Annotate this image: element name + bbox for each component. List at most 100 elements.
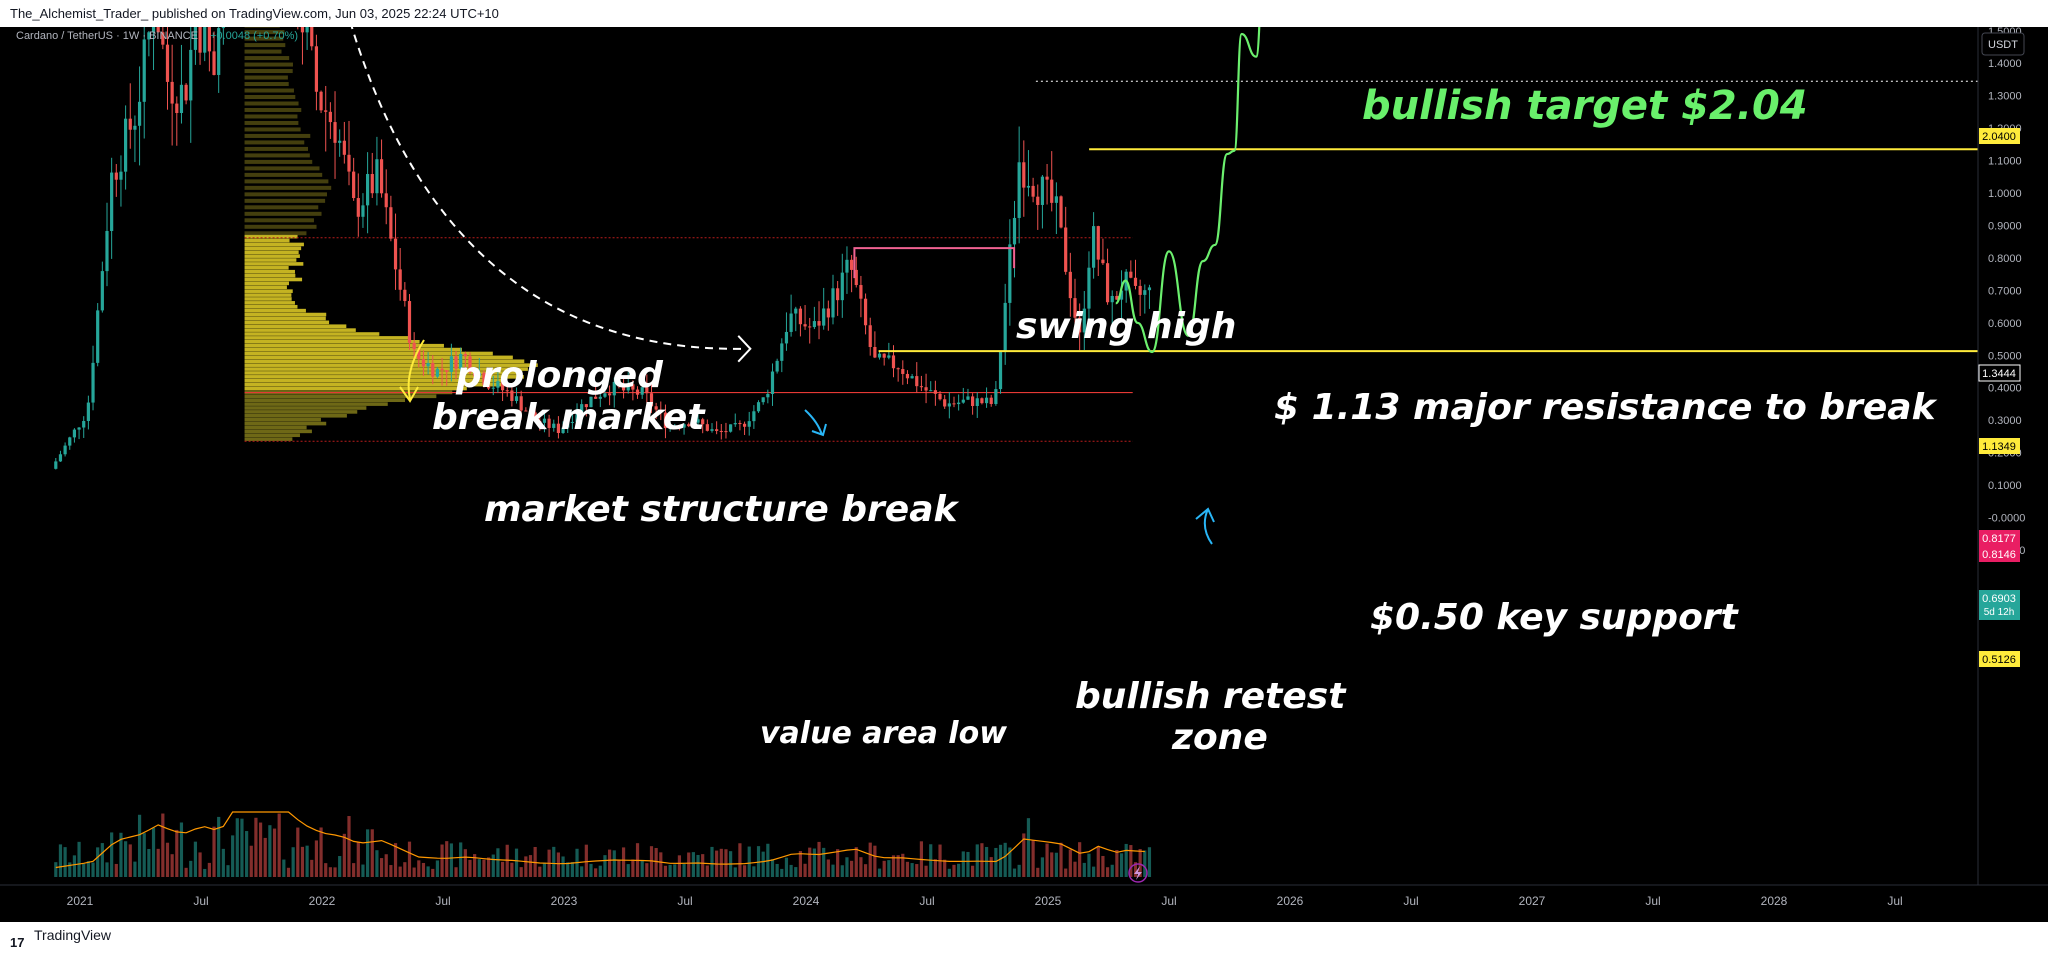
- volume-profile-bar: [244, 231, 307, 236]
- candle-body: [366, 174, 370, 206]
- volume-bar: [794, 867, 798, 877]
- currency-button[interactable]: [1981, 32, 2025, 56]
- candle-body: [1133, 277, 1138, 286]
- volume-profile-bar: [244, 254, 300, 258]
- candle-body: [603, 393, 607, 397]
- lightning-icon[interactable]: [1128, 863, 1148, 883]
- volume-bar: [701, 854, 705, 877]
- chart-svg[interactable]: Cardano / TetherUS · 1W · BINANCE +0.004…: [0, 27, 2048, 922]
- volume-profile-bar: [244, 56, 290, 61]
- volume-profile-bar: [244, 192, 328, 197]
- candle-body: [742, 423, 747, 427]
- volume-profile-bar: [244, 69, 293, 74]
- volume-bar: [552, 846, 556, 877]
- volume-bar: [957, 863, 961, 877]
- volume-bar: [124, 841, 128, 877]
- volume-profile-bar: [244, 375, 524, 379]
- volume-bar: [487, 857, 491, 877]
- y-tick-label: 0.1000: [1988, 480, 2022, 492]
- volume-bar: [733, 867, 737, 877]
- volume-bar: [882, 860, 886, 877]
- volume-bar: [896, 855, 900, 877]
- candle-body: [58, 454, 63, 462]
- candle-body: [589, 396, 593, 408]
- candle-body: [1096, 226, 1100, 260]
- time-axis[interactable]: [0, 885, 1978, 922]
- svg-text:0.8146: 0.8146: [1982, 549, 2016, 561]
- volume-bar: [687, 852, 691, 877]
- volume-bar: [449, 843, 453, 877]
- candle-body: [198, 27, 202, 53]
- volume-bar: [640, 860, 644, 877]
- candle-body: [305, 27, 309, 33]
- candle-body: [617, 381, 621, 387]
- candle-body: [1129, 271, 1133, 278]
- volume-bar: [319, 827, 323, 877]
- volume-bar: [626, 864, 630, 877]
- candle-body: [971, 396, 975, 407]
- volume-profile-bar: [244, 289, 293, 293]
- volume-bar: [272, 828, 277, 877]
- candle-body: [975, 398, 979, 407]
- volume-profile-bar: [244, 293, 292, 297]
- publisher-line: The_Alchemist_Trader_ published on Tradi…: [10, 6, 499, 21]
- y-tick-label: 0.5000: [1988, 350, 2022, 362]
- candle-body: [445, 370, 449, 372]
- candle-body: [54, 461, 58, 469]
- candle-body: [193, 27, 198, 50]
- candle-body: [673, 426, 677, 428]
- volume-profile-bar: [244, 273, 296, 278]
- market-structure-break-line: [853, 247, 1016, 279]
- bullish-target-label: bullish target $2.04: [1362, 83, 1808, 129]
- candle-body: [649, 393, 654, 407]
- candle-body: [868, 325, 872, 347]
- candle-body: [137, 101, 142, 126]
- x-tick-label: Jul: [1403, 894, 1418, 908]
- candle-body: [342, 140, 346, 155]
- volume-bar: [379, 858, 384, 877]
- prolonged-bear-curve: [350, 27, 746, 350]
- candle-body: [556, 423, 561, 433]
- candle-body: [575, 414, 579, 422]
- volume-bar: [594, 868, 598, 877]
- candle-body: [393, 238, 398, 270]
- chart-area[interactable]: Cardano / TetherUS · 1W · BINANCE +0.004…: [0, 27, 2048, 922]
- volume-bar: [91, 862, 95, 877]
- candle-body: [677, 426, 682, 428]
- candle-body: [984, 397, 989, 404]
- x-tick-label: Jul: [193, 894, 208, 908]
- volume-profile-bar: [244, 347, 462, 352]
- candle-body: [635, 389, 640, 395]
- candle-body: [580, 404, 584, 415]
- volume-bar: [314, 840, 319, 877]
- svg-text:0.8177: 0.8177: [1982, 533, 2016, 545]
- volume-bar: [984, 846, 989, 877]
- candle-body: [836, 288, 840, 301]
- volume-profile-bar: [244, 146, 308, 151]
- candle-body: [1045, 176, 1049, 180]
- volume-bar: [682, 864, 686, 877]
- price-axis[interactable]: [1978, 27, 2048, 885]
- volume-profile-bar: [244, 413, 347, 418]
- volume-bar: [370, 829, 374, 877]
- volume-profile-bar: [244, 394, 437, 399]
- y-tick-label: 1.5000: [1988, 27, 2022, 38]
- volume-profile-bar: [244, 269, 295, 274]
- candle-body: [552, 423, 556, 428]
- volume-bar: [207, 862, 211, 877]
- y-tick-label: 0.3000: [1988, 415, 2022, 427]
- volume-bar: [1073, 861, 1077, 877]
- candle-body: [1143, 290, 1147, 295]
- candle-body: [407, 301, 412, 343]
- volume-bar: [258, 822, 263, 877]
- candle-body: [314, 46, 319, 92]
- volume-bar: [142, 833, 146, 877]
- candle-body: [929, 390, 933, 392]
- candle-body: [682, 424, 686, 428]
- volume-bar: [1054, 852, 1058, 877]
- volume-bar: [324, 863, 328, 877]
- svg-text:1.1349: 1.1349: [1982, 441, 2016, 453]
- volume-profile-bar: [244, 166, 320, 171]
- candle-body: [105, 230, 109, 272]
- volume-bar: [649, 846, 654, 877]
